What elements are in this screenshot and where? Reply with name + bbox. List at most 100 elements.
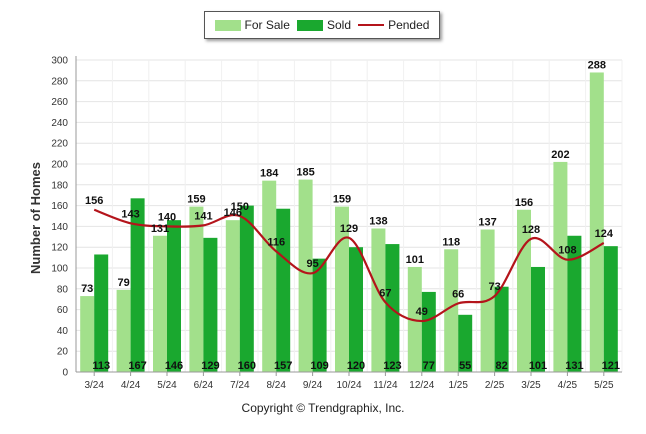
pended-value-label: 66: [452, 288, 464, 300]
for-sale-value-label: 131: [151, 223, 169, 235]
sold-value-label: 120: [347, 360, 365, 372]
for-sale-value-label: 118: [442, 236, 460, 248]
x-tick-label: 10/24: [336, 380, 361, 391]
pended-value-label: 49: [416, 306, 428, 318]
y-tick-label: 40: [57, 326, 69, 337]
for-sale-bar: [589, 72, 604, 372]
sold-bar: [458, 314, 473, 372]
x-tick-label: 8/24: [266, 380, 286, 391]
for-sale-bar: [153, 235, 167, 372]
legend-label-for-sale: For Sale: [244, 18, 290, 32]
axes: 0 20 40 60 80 100 120 140 160 180 200 220 240 260 280 3…: [51, 56, 622, 391]
sold-value-label: 129: [201, 360, 219, 372]
for-sale-value-label: 146: [224, 207, 242, 219]
sold-bar: [203, 237, 218, 372]
sold-value-label: 101: [529, 360, 547, 372]
pended-value-label: 116: [267, 236, 285, 248]
x-tick-label: 1/25: [448, 380, 468, 391]
pended-line: [93, 208, 605, 323]
sold-bar: [349, 247, 363, 372]
bars: [80, 72, 618, 372]
sold-value-label: 55: [459, 360, 471, 372]
sold-swatch: [296, 19, 323, 31]
x-tick-label: 9/24: [303, 380, 323, 391]
y-tick-label: 180: [51, 180, 68, 191]
for-sale-bar: [298, 179, 313, 372]
y-tick-label: 260: [51, 97, 68, 108]
y-axis-label: Number of Homes: [28, 162, 43, 274]
y-tick-label: 20: [57, 347, 69, 358]
pended-value-label: 108: [558, 245, 576, 257]
legend-item-for-sale: For Sale: [214, 18, 290, 32]
y-tick-label: 120: [51, 243, 68, 254]
for-sale-value-label: 137: [478, 217, 496, 229]
for-sale-value-label: 156: [515, 197, 533, 209]
for-sale-bar: [116, 289, 131, 372]
pended-line-path: [93, 208, 605, 323]
legend-label-sold: Sold: [326, 18, 351, 32]
sold-bar: [531, 266, 545, 372]
y-tick-label: 140: [51, 222, 68, 233]
data-labels: 73 113 79 167 131 146 159 129 146 160 184 157 185 109…: [81, 59, 620, 372]
for-sale-bar: [80, 296, 95, 372]
pended-value-label: 141: [194, 210, 212, 222]
sold-value-label: 113: [92, 360, 110, 372]
sold-bar: [603, 246, 618, 372]
pended-value-label: 95: [306, 258, 318, 270]
y-tick-label: 160: [51, 201, 68, 212]
x-tick-label: 3/24: [84, 380, 104, 391]
sold-value-label: 109: [310, 360, 328, 372]
x-tick-label: 12/24: [409, 380, 434, 391]
for-sale-value-label: 185: [296, 167, 314, 179]
x-tick-label: 4/25: [558, 380, 578, 391]
sold-bar: [239, 205, 254, 372]
y-tick-label: 240: [51, 118, 68, 129]
y-tick-label: 300: [51, 56, 68, 67]
pended-value-label: 67: [379, 287, 391, 299]
y-tick-label: 200: [51, 160, 68, 171]
x-tick-label: 6/24: [194, 380, 214, 391]
y-tick-label: 80: [57, 284, 69, 295]
pended-value-label: 143: [121, 208, 139, 220]
sold-bar: [494, 286, 509, 372]
sold-value-label: 77: [423, 360, 435, 372]
for-sale-value-label: 288: [588, 59, 606, 71]
sold-value-label: 146: [165, 360, 183, 372]
x-tick-label: 4/24: [121, 380, 141, 391]
for-sale-value-label: 184: [260, 168, 279, 180]
for-sale-bar: [335, 206, 349, 372]
sold-bar: [130, 198, 145, 372]
x-tick-label: 5/24: [157, 380, 177, 391]
sold-value-label: 121: [602, 360, 620, 372]
sold-value-label: 131: [565, 360, 583, 372]
pended-value-label: 73: [488, 281, 500, 293]
y-tick-label: 280: [51, 76, 68, 87]
for-sale-bar: [371, 228, 386, 372]
for-sale-bar: [189, 206, 204, 372]
copyright-text: Copyright © Trendgraphix, Inc.: [241, 401, 405, 415]
for-sale-value-label: 73: [81, 283, 93, 295]
y-tick-label: 100: [51, 264, 68, 275]
for-sale-swatch: [214, 19, 241, 31]
x-tick-label: 2/25: [485, 380, 505, 391]
x-tick-label: 11/24: [373, 380, 398, 391]
x-tick-label: 3/25: [521, 380, 541, 391]
for-sale-value-label: 159: [187, 194, 205, 206]
sold-value-label: 160: [238, 360, 256, 372]
legend-item-sold: Sold: [296, 18, 351, 32]
pended-swatch: [358, 24, 385, 26]
y-tick-label: 60: [57, 305, 69, 316]
for-sale-value-label: 202: [551, 149, 569, 161]
pended-value-label: 124: [595, 228, 614, 240]
pended-value-label: 129: [340, 223, 358, 235]
y-tick-label: 0: [62, 368, 68, 379]
sold-value-label: 82: [495, 360, 507, 372]
sold-bar: [312, 258, 327, 372]
for-sale-value-label: 159: [333, 194, 351, 206]
sold-bar: [276, 208, 291, 372]
legend: For Sale Sold Pended: [204, 11, 440, 39]
sold-bar: [421, 291, 436, 372]
pended-value-label: 140: [158, 211, 176, 223]
for-sale-value-label: 79: [117, 277, 129, 289]
